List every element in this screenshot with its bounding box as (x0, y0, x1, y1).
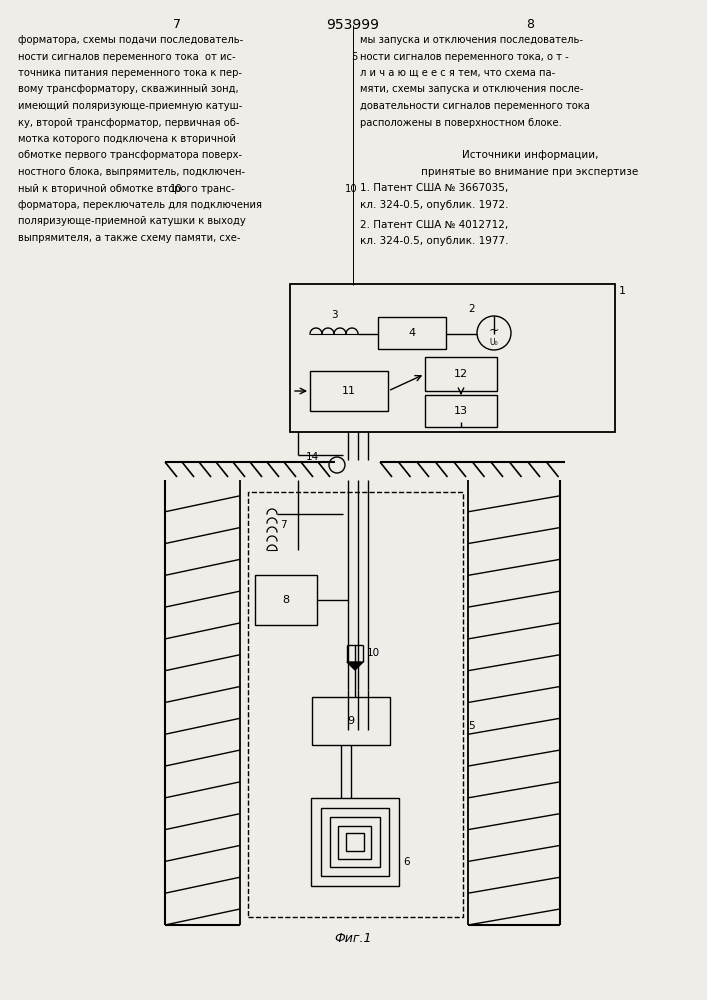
Text: мы запуска и отключения последователь-: мы запуска и отключения последователь- (360, 35, 583, 45)
Bar (248, 492, 463, 917)
Text: ку, второй трансформатор, первичная об-: ку, второй трансформатор, первичная об- (18, 117, 240, 127)
Text: кл. 324-0.5, опублик. 1977.: кл. 324-0.5, опублик. 1977. (360, 236, 508, 246)
Text: 1: 1 (619, 286, 626, 296)
Text: вому трансформатору, скважинный зонд,: вому трансформатору, скважинный зонд, (18, 85, 239, 95)
Text: 8: 8 (282, 595, 290, 605)
Text: ностного блока, выпрямитель, подключен-: ностного блока, выпрямитель, подключен- (18, 167, 245, 177)
Text: поляризующе-приемной катушки к выходу: поляризующе-приемной катушки к выходу (18, 217, 246, 227)
Text: ный к вторичной обмотке второго транс-: ный к вторичной обмотке второго транс- (18, 184, 235, 194)
Text: кл. 324-0.5, опублик. 1972.: кл. 324-0.5, опублик. 1972. (360, 200, 508, 210)
Text: 10: 10 (346, 184, 358, 194)
Bar (321, 808, 389, 876)
Bar (346, 833, 364, 851)
Text: 7: 7 (173, 18, 181, 31)
Bar (339, 826, 371, 858)
Text: 2: 2 (468, 304, 475, 314)
Text: 7: 7 (280, 520, 286, 530)
Text: 10: 10 (170, 184, 183, 194)
Text: 5: 5 (468, 721, 474, 731)
Text: 8: 8 (526, 18, 534, 31)
Text: ности сигналов переменного тока  от ис-: ности сигналов переменного тока от ис- (18, 51, 235, 62)
Text: обмотке первого трансформатора поверх-: обмотке первого трансформатора поверх- (18, 150, 242, 160)
Text: ности сигналов переменного тока, о т -: ности сигналов переменного тока, о т - (360, 51, 568, 62)
Bar (255, 575, 317, 625)
Text: 953999: 953999 (327, 18, 380, 32)
Polygon shape (347, 662, 363, 670)
Text: л и ч а ю щ е е с я тем, что схема па-: л и ч а ю щ е е с я тем, что схема па- (360, 68, 555, 78)
Text: 2. Патент США № 4012712,: 2. Патент США № 4012712, (360, 220, 508, 230)
Text: мяти, схемы запуска и отключения после-: мяти, схемы запуска и отключения после- (360, 85, 583, 95)
Text: 14: 14 (305, 452, 319, 462)
Text: 6: 6 (403, 857, 409, 867)
Bar (311, 798, 399, 886)
Text: форматора, переключатель для подключения: форматора, переключатель для подключения (18, 200, 262, 210)
Text: выпрямителя, а также схему памяти, схе-: выпрямителя, а также схему памяти, схе- (18, 233, 240, 243)
Text: ~: ~ (489, 324, 499, 336)
Text: довательности сигналов переменного тока: довательности сигналов переменного тока (360, 101, 590, 111)
Text: U₀: U₀ (490, 338, 498, 347)
Bar (425, 395, 497, 427)
Text: принятые во внимание при экспертизе: принятые во внимание при экспертизе (421, 167, 638, 177)
Text: расположены в поверхностном блоке.: расположены в поверхностном блоке. (360, 117, 562, 127)
Bar (312, 697, 390, 745)
Bar (425, 357, 497, 391)
Text: имеющий поляризующе-приемную катуш-: имеющий поляризующе-приемную катуш- (18, 101, 243, 111)
Bar (378, 317, 446, 349)
Text: 5: 5 (351, 51, 358, 62)
Text: 1. Патент США № 3667035,: 1. Патент США № 3667035, (360, 184, 508, 194)
Text: 10: 10 (367, 648, 380, 658)
Text: 9: 9 (347, 716, 355, 726)
Bar (310, 371, 388, 411)
Bar (290, 284, 615, 432)
Text: Фиг.1: Фиг.1 (334, 932, 372, 944)
Text: Источники информации,: Источники информации, (462, 150, 598, 160)
Text: мотка которого подключена к вторичной: мотка которого подключена к вторичной (18, 134, 236, 144)
Bar (330, 817, 380, 867)
Text: форматора, схемы подачи последователь-: форматора, схемы подачи последователь- (18, 35, 243, 45)
Text: 11: 11 (342, 386, 356, 396)
Text: 13: 13 (454, 406, 468, 416)
Text: 12: 12 (454, 369, 468, 379)
Text: 3: 3 (331, 310, 337, 320)
Text: 4: 4 (409, 328, 416, 338)
Text: точника питания переменного тока к пер-: точника питания переменного тока к пер- (18, 68, 242, 78)
